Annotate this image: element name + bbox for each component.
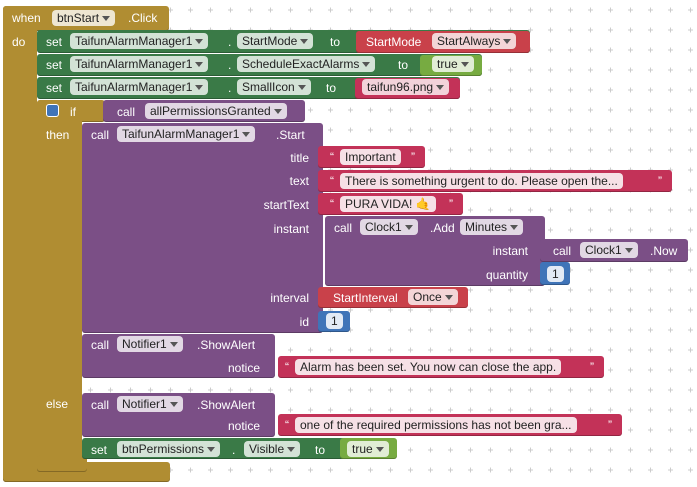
block-label: “	[330, 197, 334, 211]
block-label: do	[12, 35, 26, 49]
block-label: “	[330, 174, 334, 188]
text-field[interactable]: one of the required permissions has not …	[295, 417, 577, 433]
block-label: set	[46, 58, 63, 72]
dropdown-field[interactable]: ScheduleExactAlarms	[237, 56, 376, 72]
block-label: ”	[658, 174, 662, 188]
block-label: call	[334, 221, 353, 235]
dropdown-field[interactable]: SmallIcon	[237, 79, 311, 95]
dropdown-field[interactable]: TaifunAlarmManager1	[70, 33, 209, 49]
event-block-body	[3, 6, 37, 482]
dropdown-field[interactable]: TaifunAlarmManager1	[70, 56, 209, 72]
block-label: call	[117, 105, 136, 119]
block-label: if	[70, 105, 76, 119]
dropdown-field[interactable]: true	[432, 56, 474, 72]
socket-label: notice	[227, 361, 260, 375]
block-label: to	[315, 443, 326, 457]
dropdown-field[interactable]: true	[347, 441, 389, 457]
block-label: .Click	[128, 11, 158, 25]
dropdown-field[interactable]: Notifier1	[117, 336, 183, 352]
socket-label: instant	[273, 222, 309, 236]
block-label: call	[91, 338, 110, 352]
block-label: else	[46, 397, 69, 411]
block-label: to	[398, 58, 409, 72]
block-label: when	[12, 11, 41, 25]
if-block-body	[37, 100, 82, 472]
socket-label: notice	[227, 419, 260, 433]
block-label: .Now	[650, 244, 678, 258]
socket-label: instant	[492, 244, 528, 258]
text-field[interactable]: 1	[326, 313, 343, 329]
text-field[interactable]: There is something urgent to do. Please …	[340, 173, 623, 189]
dropdown-field[interactable]: Visible	[244, 441, 301, 457]
dropdown-field[interactable]: Clock1	[580, 242, 638, 258]
block-label: .	[232, 443, 236, 457]
block-label: StartMode	[366, 35, 422, 49]
dropdown-field[interactable]: TaifunAlarmManager1	[117, 126, 256, 142]
block-label: .	[228, 81, 232, 95]
block-label: set	[46, 81, 63, 95]
block-label: .Start	[276, 128, 305, 142]
dropdown-field[interactable]: Clock1	[360, 219, 418, 235]
block-label: set	[46, 35, 63, 49]
block-label: “	[285, 360, 289, 374]
dropdown-field[interactable]: allPermissionsGranted	[145, 103, 287, 119]
socket-label: id	[299, 315, 309, 329]
block-label: “	[285, 418, 289, 432]
dropdown-field[interactable]: Notifier1	[117, 396, 183, 412]
socket-label: text	[289, 174, 309, 188]
dropdown-field[interactable]: TaifunAlarmManager1	[70, 79, 209, 95]
text-field[interactable]: Important	[340, 149, 401, 165]
block-label: ”	[590, 360, 594, 374]
block-label: .Add	[430, 221, 455, 235]
method-call-block[interactable]	[82, 123, 323, 333]
dropdown-field[interactable]: btnStart	[52, 10, 116, 26]
block-label: ”	[411, 150, 415, 164]
block-label: ”	[608, 418, 612, 432]
dropdown-field[interactable]: StartMode	[237, 33, 314, 49]
block-label: to	[326, 81, 337, 95]
block-label: set	[91, 443, 108, 457]
dropdown-field[interactable]: StartAlways	[432, 33, 517, 49]
block-label: to	[330, 35, 341, 49]
socket-label: interval	[270, 291, 309, 305]
block-label: call	[91, 398, 110, 412]
block-label: then	[46, 128, 70, 142]
text-field[interactable]: PURA VIDA! 🤙	[340, 196, 436, 212]
text-field[interactable]: Alarm has been set. You now can close th…	[295, 359, 562, 375]
dropdown-field[interactable]: Minutes	[460, 219, 524, 235]
socket-label: startText	[263, 198, 309, 212]
socket-label: title	[290, 151, 309, 165]
block-label: .ShowAlert	[197, 338, 256, 352]
dropdown-field[interactable]: Once	[408, 289, 458, 305]
mutator-icon[interactable]	[46, 104, 59, 117]
if-block-foot	[37, 455, 87, 472]
dropdown-field[interactable]: taifun96.png	[362, 79, 450, 95]
socket-label: quantity	[485, 268, 528, 282]
block-label: “	[330, 150, 334, 164]
block-label: call	[91, 128, 110, 142]
block-label: StartInterval	[333, 291, 398, 305]
block-label: ”	[449, 197, 453, 211]
block-label: call	[553, 244, 572, 258]
dropdown-field[interactable]: btnPermissions	[117, 441, 221, 457]
text-field[interactable]: 1	[547, 266, 564, 282]
block-label: .	[228, 35, 232, 49]
block-label: .ShowAlert	[197, 398, 256, 412]
block-label: .	[228, 58, 232, 72]
